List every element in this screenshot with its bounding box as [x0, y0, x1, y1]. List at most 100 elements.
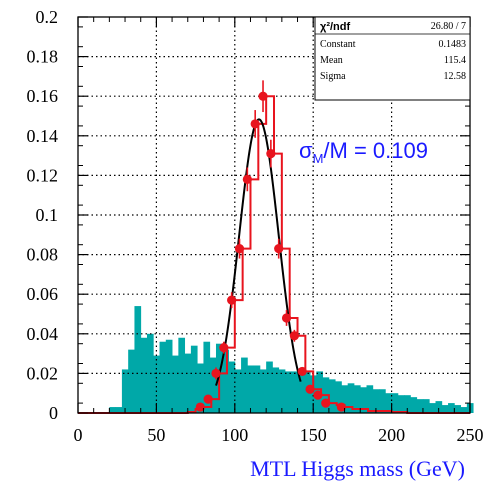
background-bar — [247, 365, 255, 413]
background-bar — [153, 355, 160, 413]
background-bar — [297, 373, 305, 413]
data-point — [336, 402, 347, 412]
stats-value-constant: 0.1483 — [439, 39, 467, 50]
background-bar — [121, 369, 129, 413]
background-bar — [435, 401, 443, 413]
background-bar — [416, 399, 424, 413]
fit-curve — [215, 118, 302, 386]
data-point — [250, 119, 260, 129]
background-bar — [272, 367, 280, 413]
background-bar — [134, 306, 142, 413]
background-bar — [460, 407, 468, 413]
background-bar — [379, 389, 386, 413]
stats-value-sigma: 12.58 — [444, 71, 467, 82]
background-bar — [391, 393, 399, 413]
background-bar — [441, 405, 449, 413]
y-tick-label: 0.16 — [27, 86, 59, 106]
background-bar — [197, 363, 204, 413]
background-bar — [454, 405, 461, 413]
background-bar — [284, 371, 292, 413]
data-point — [242, 174, 252, 184]
background-bar — [184, 353, 192, 413]
background-bar — [241, 357, 248, 413]
data-point — [258, 91, 268, 101]
stats-label-sigma: Sigma — [320, 71, 346, 82]
background-bar — [159, 341, 167, 413]
annotation-sigma: σ — [299, 138, 313, 163]
background-bar — [372, 389, 380, 413]
background-bar — [353, 385, 361, 413]
annotation-subscript: M — [313, 151, 324, 166]
annotation-rest: /M = 0.109 — [323, 138, 428, 163]
gaussian-fit — [215, 118, 302, 386]
background-bar — [347, 383, 355, 413]
data-point — [195, 402, 205, 412]
y-tick-label: 0.02 — [27, 363, 59, 383]
data-point — [321, 398, 331, 408]
data-point — [234, 244, 245, 254]
background-bar — [128, 349, 135, 413]
background-bar — [178, 337, 186, 413]
background-bar — [360, 387, 367, 413]
background-bar — [222, 349, 229, 413]
background-bar — [291, 371, 298, 413]
stats-value-mean: 115.4 — [444, 55, 466, 66]
background-bar — [259, 369, 267, 413]
data-point — [274, 244, 284, 254]
y-tick-label: 0.1 — [36, 205, 59, 225]
background-bar — [341, 385, 349, 413]
y-tick-label: 0.2 — [36, 7, 59, 27]
background-bar — [397, 395, 405, 413]
y-tick-label: 0.04 — [27, 324, 59, 344]
data-point — [289, 331, 299, 341]
background-bar — [366, 385, 374, 413]
y-tick-label: 0.08 — [27, 245, 59, 265]
data-point — [313, 390, 323, 400]
x-tick-label: 50 — [147, 425, 165, 445]
x-tick-label: 250 — [457, 425, 484, 445]
background-bar — [109, 407, 117, 413]
data-point — [281, 313, 292, 323]
y-tick-label: 0.12 — [27, 165, 59, 185]
data-point — [266, 149, 276, 159]
stats-header: χ²/ndf — [320, 21, 350, 33]
x-tick-label: 0 — [74, 425, 83, 445]
background-bar — [203, 341, 211, 413]
background-bar — [115, 407, 123, 413]
y-tick-label: 0.14 — [27, 126, 59, 146]
resolution-annotation: σM/M = 0.109 — [299, 138, 428, 166]
background-bar — [404, 395, 411, 413]
data-point — [305, 384, 315, 394]
x-tick-label: 200 — [378, 425, 405, 445]
stats-header-value: 26.80 / 7 — [431, 21, 466, 32]
background-bar — [429, 403, 436, 413]
background-bar — [422, 399, 430, 413]
background-bar — [310, 375, 317, 413]
background-bar — [253, 365, 261, 413]
stats-label-constant: Constant — [320, 39, 356, 50]
background-bar — [228, 361, 236, 413]
data-point — [227, 295, 237, 305]
x-tick-label: 100 — [221, 425, 248, 445]
background-bar — [278, 369, 286, 413]
x-axis-label: MTL Higgs mass (GeV) — [250, 456, 465, 481]
background-histogram — [109, 306, 474, 413]
background-bar — [410, 397, 418, 413]
stats-label-mean: Mean — [320, 55, 343, 66]
x-tick-label: 150 — [300, 425, 327, 445]
background-bar — [385, 393, 392, 413]
background-bar — [266, 361, 273, 413]
y-tick-label: 0.18 — [27, 47, 59, 67]
background-bar — [190, 345, 198, 413]
background-bar — [335, 381, 342, 413]
y-tick-label: 0.06 — [27, 284, 59, 304]
background-bar — [328, 379, 336, 413]
background-bar — [172, 355, 179, 413]
stats-box: χ²/ndf 26.80 / 7 Constant 0.1483 Mean 11… — [314, 16, 471, 101]
y-tick-labels: 0 0.02 0.04 0.06 0.08 0.1 0.12 0.14 0.16 0.18 0.2 — [27, 7, 59, 423]
signal-points — [195, 80, 347, 412]
data-point — [297, 366, 307, 377]
data-point — [211, 368, 221, 378]
background-bar — [140, 337, 148, 413]
y-tick-label: 0 — [49, 403, 58, 423]
